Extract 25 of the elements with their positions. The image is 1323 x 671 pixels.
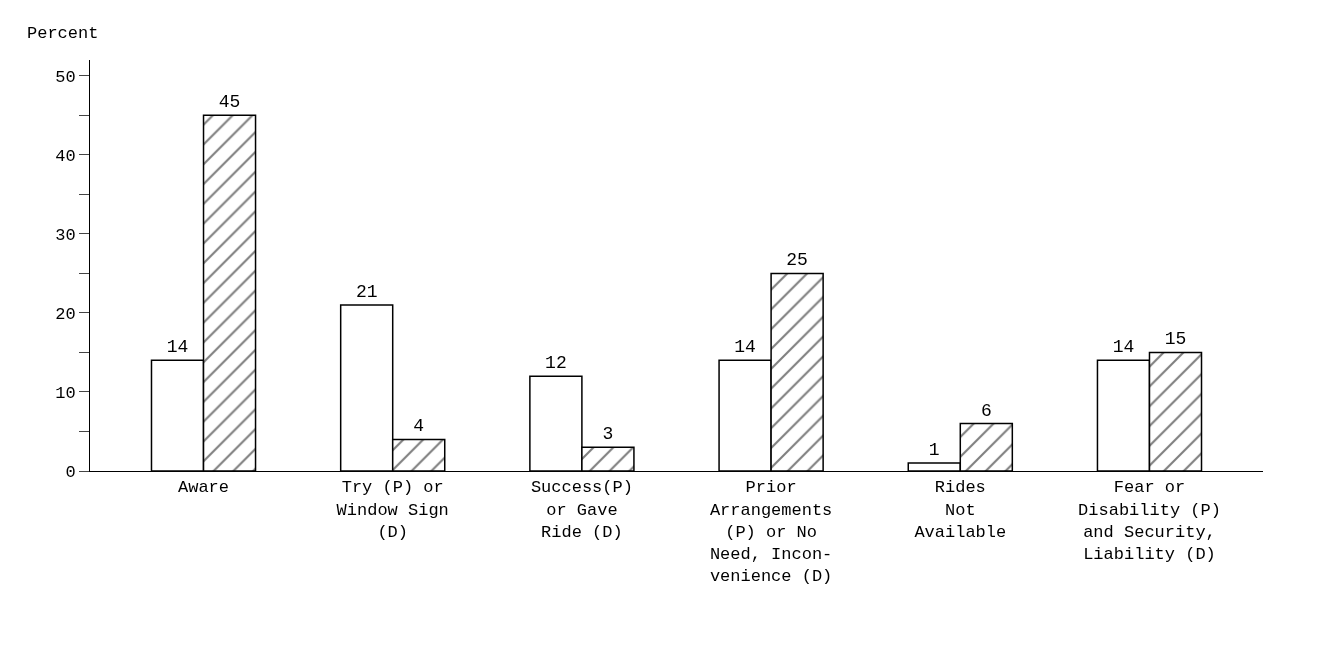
x-tick-label: Success(P) or Gave Ride (D) (530, 478, 633, 542)
y-tick-label: 30 (55, 225, 76, 245)
y-tick-label: 10 (55, 383, 76, 403)
data-label: 45 (218, 92, 241, 113)
data-label: 4 (413, 416, 425, 437)
x-tick-label: Rides Not Available (914, 478, 1007, 542)
x-tick-label: Fear or Disability (P) and Security, Liability (D) (1078, 478, 1221, 564)
data-label: 6 (980, 400, 992, 421)
data-label: 3 (602, 424, 614, 445)
data-label: 14 (1112, 337, 1135, 358)
x-tick-label: Prior Arrangements (P) or No Need, Incon- venience (D) (709, 478, 833, 586)
y-tick-label: 20 (55, 304, 76, 324)
y-axis-title: Percent (27, 24, 99, 43)
data-label: 1 (928, 440, 940, 461)
data-label: 15 (1164, 329, 1187, 350)
y-tick-label: 50 (55, 67, 76, 87)
data-label: 14 (166, 337, 189, 358)
data-label: 12 (545, 353, 567, 374)
y-tick-label: 40 (55, 146, 76, 166)
x-tick-label: Aware (178, 478, 230, 498)
data-label: 14 (734, 337, 756, 358)
x-tick-label: Try (P) or Window Sign (D) (336, 478, 449, 542)
y-tick-label: 0 (65, 462, 76, 482)
data-label: 25 (786, 250, 808, 271)
data-label: 21 (355, 282, 378, 303)
